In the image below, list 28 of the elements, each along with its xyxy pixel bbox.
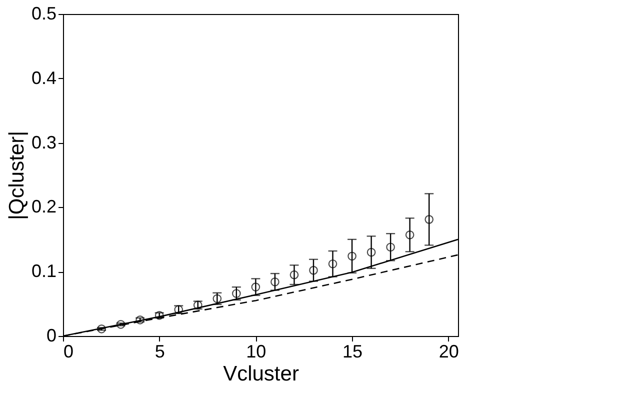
y-tick-label: 0.1 xyxy=(31,261,56,282)
point xyxy=(328,259,338,268)
y-axis-title: |Qcluster| xyxy=(5,130,28,220)
point xyxy=(251,282,260,292)
point xyxy=(386,242,395,252)
point xyxy=(97,324,106,334)
point xyxy=(366,248,376,257)
x-tick-label: 5 xyxy=(154,342,165,362)
point xyxy=(405,230,414,240)
point xyxy=(309,266,318,275)
x-tick-label: 20 xyxy=(438,342,459,362)
y-tick-label: 0 xyxy=(46,326,56,346)
point xyxy=(270,277,280,286)
x-axis-title: Vcluster xyxy=(223,362,299,386)
x-tick-label: 0 xyxy=(64,342,74,362)
y-tick-label: 0.5 xyxy=(31,4,56,24)
point xyxy=(232,289,241,298)
point xyxy=(136,315,144,324)
point xyxy=(116,320,126,329)
y-tick-label: 0.2 xyxy=(31,196,56,217)
point xyxy=(212,294,222,304)
point xyxy=(348,252,356,261)
y-tick-label: 0.4 xyxy=(31,68,56,88)
y-tick-label: 0.3 xyxy=(31,132,56,152)
x-tick-label: 10 xyxy=(246,342,266,362)
point xyxy=(290,270,299,280)
x-tick-label: 15 xyxy=(342,342,363,362)
point xyxy=(424,215,434,224)
